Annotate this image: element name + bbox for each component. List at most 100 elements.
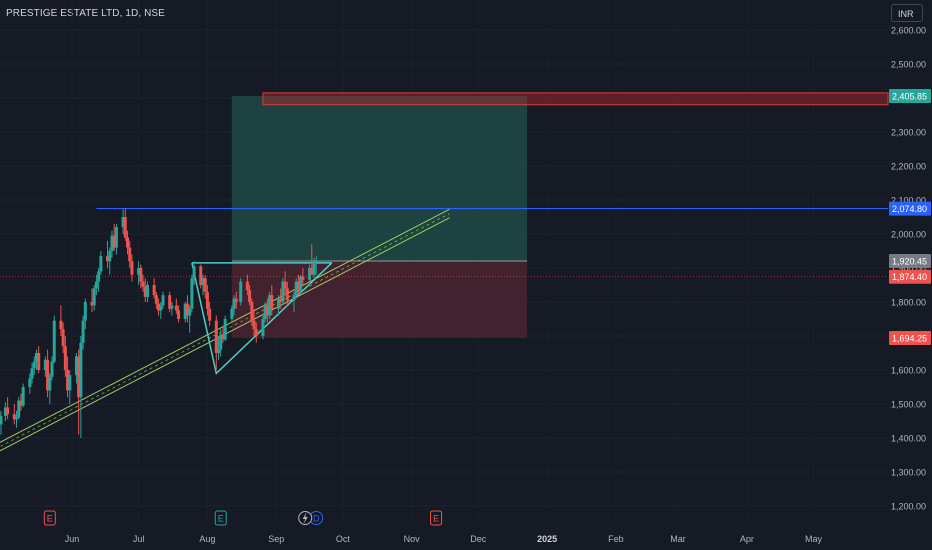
event-markers: E E ED xyxy=(43,510,443,526)
y-tick-label: 2,300.00 xyxy=(891,128,926,138)
candle-body xyxy=(61,329,65,347)
candle-body xyxy=(292,295,296,301)
x-tick-label: Dec xyxy=(470,534,487,544)
price-labels: 2,405.85 2,074.80 1,920.45 1,874.40 1,694.25 xyxy=(889,89,931,345)
candle-body xyxy=(15,417,18,420)
candle-body xyxy=(52,320,56,362)
drawing-zones xyxy=(231,92,889,338)
candle-body xyxy=(92,288,96,306)
candle-body xyxy=(276,298,280,309)
candle-body xyxy=(99,256,103,272)
price-label-box xyxy=(889,269,931,284)
x-tick-label: Feb xyxy=(608,534,624,544)
candle-body xyxy=(245,281,249,291)
candle-body xyxy=(205,291,209,309)
candle-body xyxy=(312,261,316,275)
price-label-box xyxy=(889,254,931,269)
candle-body xyxy=(30,368,34,379)
price-label: 2,405.85 xyxy=(892,92,927,102)
candle-body xyxy=(168,295,172,309)
candle-body xyxy=(83,302,87,321)
channel-lower-line xyxy=(0,217,450,452)
price-label: 1,694.25 xyxy=(892,333,927,343)
earnings-marker xyxy=(43,510,56,526)
candle-body xyxy=(261,319,265,336)
candle-body xyxy=(177,310,181,319)
candle-body xyxy=(188,308,192,316)
candle-body xyxy=(28,378,32,387)
candle-body xyxy=(34,353,38,362)
candle-body xyxy=(77,356,81,398)
earnings-marker-label: E xyxy=(47,514,53,524)
candle-body xyxy=(143,286,147,297)
candle-body xyxy=(183,303,187,319)
candle-body xyxy=(263,305,267,319)
candle-body xyxy=(152,285,156,296)
y-tick-label: 2,200.00 xyxy=(891,162,926,172)
y-tick-label: 2,600.00 xyxy=(891,26,926,36)
candle-body xyxy=(159,305,163,311)
candle-body xyxy=(137,268,141,275)
candle-body xyxy=(294,281,298,296)
candle-body xyxy=(314,261,318,263)
candle-body xyxy=(128,247,132,262)
candle-body xyxy=(141,281,145,287)
candle-body xyxy=(139,268,143,282)
candle-body xyxy=(114,227,118,248)
price-label: 1,920.45 xyxy=(892,257,927,267)
candle-body xyxy=(214,320,218,353)
candle-body xyxy=(66,370,70,391)
earnings-marker-label: E xyxy=(218,514,224,524)
lightning-icon xyxy=(302,512,308,524)
earnings-marker-label: E xyxy=(433,514,439,524)
candle-body xyxy=(79,342,83,398)
currency-button[interactable]: INR xyxy=(891,4,923,22)
candle-body xyxy=(192,266,196,279)
y-tick-label: 1,800.00 xyxy=(891,298,926,308)
candle-body xyxy=(0,415,3,425)
candles xyxy=(0,208,318,438)
candle-body xyxy=(50,361,54,377)
price-label: 1,874.40 xyxy=(892,272,927,282)
y-tick-label: 1,500.00 xyxy=(891,400,926,410)
price-label-box xyxy=(889,201,931,216)
candle-body xyxy=(94,281,98,289)
candle-body xyxy=(126,237,129,248)
candle-body xyxy=(12,414,16,420)
y-tick-label: 2,100.00 xyxy=(891,196,926,206)
y-tick-label: 1,200.00 xyxy=(891,502,926,512)
candle-body xyxy=(270,295,274,309)
candle-body xyxy=(217,349,221,353)
candle-body xyxy=(46,359,50,391)
candle-body xyxy=(299,276,303,292)
candle-body xyxy=(310,268,314,275)
candle-body xyxy=(110,235,114,251)
candle-body xyxy=(279,298,283,302)
candle-body xyxy=(106,256,110,262)
candle-body xyxy=(112,235,116,248)
x-tick-label: Jun xyxy=(65,534,80,544)
candle-body xyxy=(121,217,125,228)
candle-body xyxy=(157,303,161,311)
profit-zone xyxy=(231,96,528,262)
channel-upper-line xyxy=(0,208,450,443)
candle-body xyxy=(6,407,10,415)
candle-body xyxy=(74,356,78,376)
candle-body xyxy=(108,251,112,262)
candle-body xyxy=(37,353,41,370)
candle-body xyxy=(296,281,300,292)
y-tick-label: 2,500.00 xyxy=(891,60,926,70)
channel-mid-line xyxy=(0,213,450,448)
x-tick-label: Apr xyxy=(740,534,754,544)
earnings-marker xyxy=(430,510,443,526)
y-tick-label: 1,300.00 xyxy=(891,468,926,478)
candle-body xyxy=(63,346,67,370)
candle-body xyxy=(21,387,25,406)
candle-body xyxy=(185,303,189,316)
candle-body xyxy=(308,268,312,280)
x-tick-label: Jul xyxy=(133,534,145,544)
symbol-title: PRESTIGE ESTATE LTD, 1D, NSE xyxy=(6,8,165,19)
candle-body xyxy=(174,305,178,311)
candle-body xyxy=(221,334,225,340)
